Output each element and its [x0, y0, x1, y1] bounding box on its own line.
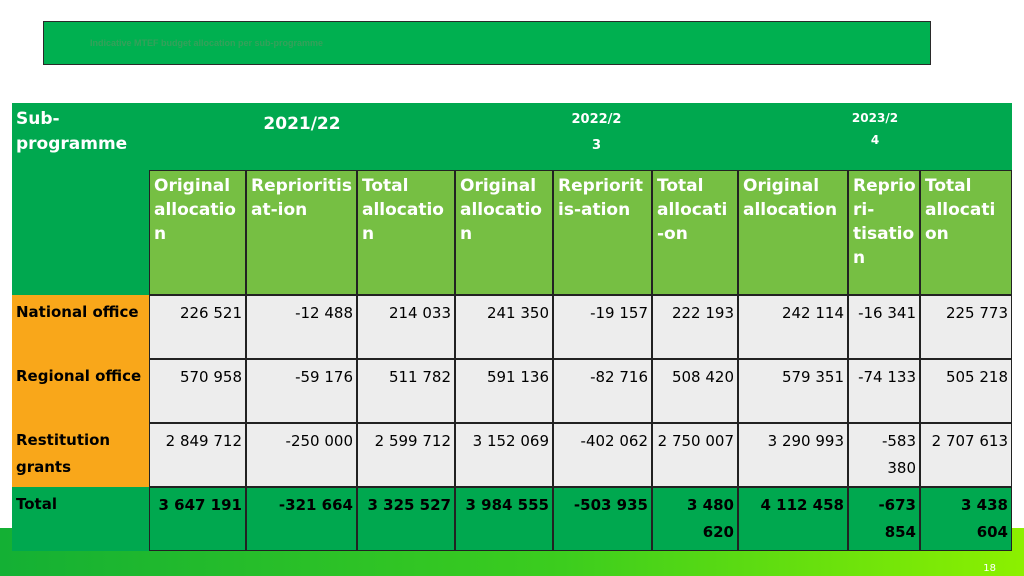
table-cell: -503 935 — [553, 487, 652, 551]
table-cell: -59 176 — [246, 359, 357, 423]
row-label: National office — [12, 295, 149, 359]
year-header-0: 2021/22 — [149, 103, 455, 170]
table-cell: -321 664 — [246, 487, 357, 551]
table-cell: 511 782 — [357, 359, 455, 423]
table-cell: 3 480 620 — [652, 487, 738, 551]
table-cell: 3 438 604 — [920, 487, 1012, 551]
table-cell: 4 112 458 — [738, 487, 848, 551]
table-cell: 3 290 993 — [738, 423, 848, 487]
column-header-0: Original allocatio n — [149, 170, 246, 295]
table-cell: 226 521 — [149, 295, 246, 359]
table-cell: 242 114 — [738, 295, 848, 359]
column-header-7: Reprio ri- tisatio n — [848, 170, 920, 295]
row-label: Restitution grants — [12, 423, 149, 487]
table-cell: 579 351 — [738, 359, 848, 423]
table-cell: -12 488 — [246, 295, 357, 359]
table-cell: 3 325 527 — [357, 487, 455, 551]
stub-header: Sub- programme — [12, 103, 149, 295]
column-header-4: Repriorit is-ation — [553, 170, 652, 295]
table-cell: 2 750 007 — [652, 423, 738, 487]
table-cell: 222 193 — [652, 295, 738, 359]
table-cell: -82 716 — [553, 359, 652, 423]
table-cell: 2 707 613 — [920, 423, 1012, 487]
year-header-2: 2023/2 4 — [738, 103, 1012, 170]
table-cell: -402 062 — [553, 423, 652, 487]
column-header-2: Total allocatio n — [357, 170, 455, 295]
table-cell: 3 152 069 — [455, 423, 553, 487]
slide-title: Indicative MTEF budget allocation per su… — [90, 38, 324, 48]
table-cell: 241 350 — [455, 295, 553, 359]
column-header-8: Total allocati on — [920, 170, 1012, 295]
table-cell: -19 157 — [553, 295, 652, 359]
table-cell: -673 854 — [848, 487, 920, 551]
row-label: Total — [12, 487, 149, 551]
year-header-1: 2022/2 3 — [455, 103, 738, 170]
column-header-1: Reprioritis at-ion — [246, 170, 357, 295]
table-cell: -16 341 — [848, 295, 920, 359]
table-cell: -250 000 — [246, 423, 357, 487]
row-label: Regional office — [12, 359, 149, 423]
table-cell: -74 133 — [848, 359, 920, 423]
column-header-5: Total allocati -on — [652, 170, 738, 295]
table-cell: 214 033 — [357, 295, 455, 359]
page-number: 18 — [983, 563, 996, 574]
column-header-3: Original allocatio n — [455, 170, 553, 295]
table-cell: 2 849 712 — [149, 423, 246, 487]
table-cell: -583 380 — [848, 423, 920, 487]
title-bar — [43, 21, 931, 65]
table-cell: 2 599 712 — [357, 423, 455, 487]
table-cell: 508 420 — [652, 359, 738, 423]
table-cell: 570 958 — [149, 359, 246, 423]
column-header-6: Original allocation — [738, 170, 848, 295]
table-cell: 3 647 191 — [149, 487, 246, 551]
table-cell: 225 773 — [920, 295, 1012, 359]
table-cell: 3 984 555 — [455, 487, 553, 551]
table-cell: 591 136 — [455, 359, 553, 423]
table-cell: 505 218 — [920, 359, 1012, 423]
